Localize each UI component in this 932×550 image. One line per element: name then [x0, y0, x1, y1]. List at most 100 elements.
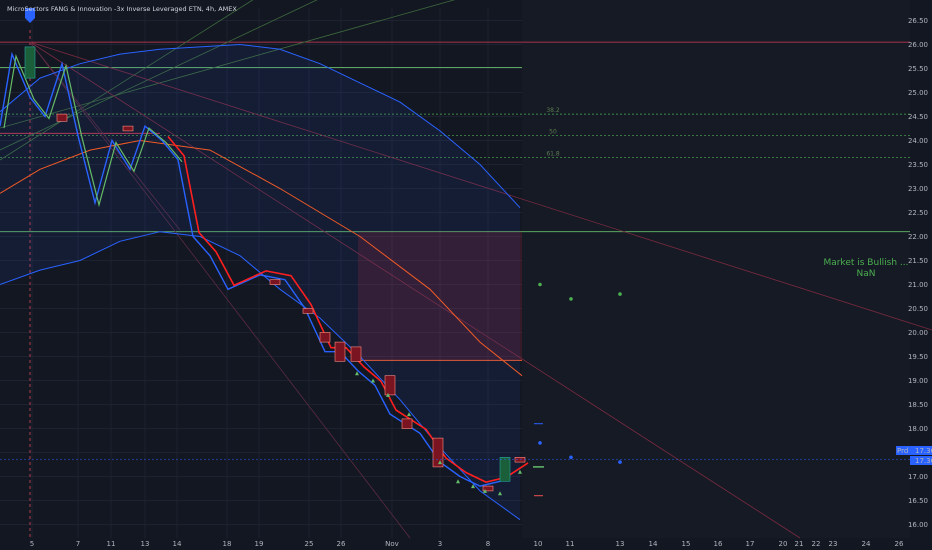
- time-tick: 13: [141, 540, 150, 548]
- projection-dot: [618, 292, 622, 296]
- price-tick: 23.00: [908, 185, 928, 193]
- time-tick: 26: [337, 540, 346, 548]
- candle: [56, 113, 68, 122]
- price-tick: 18.00: [908, 425, 928, 433]
- projection-dot: [618, 460, 622, 464]
- fib-label: 50: [549, 129, 557, 136]
- time-axis[interactable]: 5 7 11 13 14 18 19 25 26 Nov 3 8 10 11 13 14 15 16 17 20 21 2…: [30, 540, 904, 548]
- price-tick: 22.00: [908, 233, 928, 241]
- candle: [350, 346, 362, 362]
- signal-line-green: [3, 53, 183, 208]
- time-tick: Nov: [385, 540, 399, 548]
- time-tick: 23: [829, 540, 838, 548]
- time-tick: 18: [223, 540, 232, 548]
- time-tick: 11: [566, 540, 575, 548]
- time-tick: 19: [255, 540, 264, 548]
- buy-arrow: [371, 378, 375, 383]
- time-tick: 13: [616, 540, 625, 548]
- projection-dot: [569, 455, 573, 460]
- time-tick: 15: [682, 540, 691, 548]
- price-line: [0, 51, 523, 487]
- fib-label: 38.2: [546, 107, 560, 114]
- fan-line: [0, 0, 254, 161]
- price-tick: 19.00: [908, 377, 928, 385]
- buy-arrow: [483, 488, 487, 493]
- candle: [302, 308, 314, 314]
- projection-dot: [538, 282, 542, 287]
- projection-dot: [538, 441, 542, 445]
- candle: [514, 456, 526, 463]
- signal-value: NaN: [857, 269, 876, 279]
- future-area: [522, 0, 910, 538]
- time-tick: 21: [795, 540, 804, 548]
- candle: [482, 485, 494, 492]
- band-fill: [0, 44, 520, 520]
- buy-arrow: [386, 392, 390, 397]
- price-tick: 20.00: [908, 329, 928, 337]
- price-tick: 25.50: [908, 65, 928, 73]
- upper-band: [0, 43, 521, 209]
- candle: [269, 279, 281, 285]
- chart-title: MicroSectors FANG & Innovation -3x Inver…: [7, 5, 237, 13]
- buy-arrow: [438, 460, 442, 465]
- trend-line: [29, 41, 411, 539]
- fib-label: 61.8: [546, 150, 560, 157]
- candle: [319, 332, 331, 343]
- time-tick: 14: [173, 540, 182, 548]
- buy-arrow: [407, 412, 411, 417]
- time-tick: 20: [779, 540, 788, 548]
- last-price-tag: Prd 17.36 17.36: [896, 446, 932, 465]
- time-tick: 26: [895, 540, 904, 548]
- time-tick: 22: [812, 540, 821, 548]
- candle: [122, 125, 134, 132]
- time-tick: 11: [107, 540, 116, 548]
- trend-line: [29, 41, 181, 231]
- price-tick: 25.00: [908, 89, 928, 97]
- candle: [24, 46, 36, 79]
- candle: [334, 341, 346, 362]
- price-tick: 24.50: [908, 113, 928, 121]
- time-tick: 5: [30, 540, 34, 548]
- price-tick: 22.50: [908, 209, 928, 217]
- price-tick: 24.00: [908, 137, 928, 145]
- time-tick: 25: [305, 540, 314, 548]
- time-tick: 10: [534, 540, 543, 548]
- price-tick: 16.50: [908, 497, 928, 505]
- time-tick: 3: [438, 540, 442, 548]
- trend-line: [29, 41, 801, 539]
- trend-line: [29, 41, 932, 331]
- buy-arrow: [456, 479, 460, 484]
- price-tick: 17.00: [908, 473, 928, 481]
- price-tick: 26.50: [908, 17, 928, 25]
- candle: [384, 375, 396, 396]
- price-tick: 26.00: [908, 41, 928, 49]
- series: [0, 8, 910, 521]
- time-tick: 7: [76, 540, 80, 548]
- price-tick: 18.50: [908, 401, 928, 409]
- time-tick: 14: [649, 540, 658, 548]
- time-tick: 17: [746, 540, 755, 548]
- candle: [401, 418, 413, 429]
- buy-arrow: [355, 371, 359, 376]
- time-tick: 24: [862, 540, 871, 548]
- candle: [432, 437, 444, 468]
- buy-arrow: [471, 484, 475, 489]
- price-tick: 16.00: [908, 521, 928, 529]
- second-price: 17.36: [915, 457, 932, 465]
- moving-average: [0, 139, 523, 377]
- signal-text: Market is Bullish ...: [823, 258, 908, 268]
- last-price: 17.36: [915, 447, 932, 455]
- buy-arrow: [518, 469, 522, 474]
- price-tick: 21.00: [908, 281, 928, 289]
- sell-zone: [358, 231, 522, 361]
- projection-dot: [569, 297, 573, 301]
- time-tick: 16: [714, 540, 723, 548]
- price-tick: 21.50: [908, 257, 928, 265]
- price-tick: 19.50: [908, 353, 928, 361]
- signal-marker: [25, 8, 35, 23]
- time-tick: 8: [486, 540, 490, 548]
- price-tick: 20.50: [908, 305, 928, 313]
- price-tick: 23.50: [908, 161, 928, 169]
